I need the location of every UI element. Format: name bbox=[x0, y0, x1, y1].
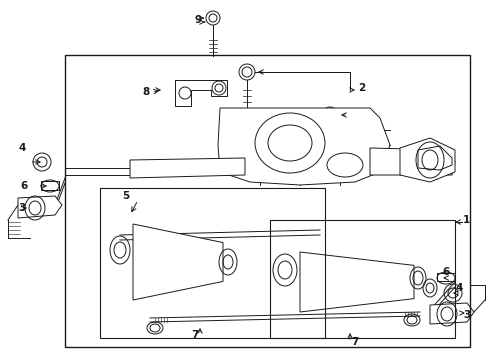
Text: 7: 7 bbox=[191, 330, 198, 340]
Text: 3: 3 bbox=[19, 203, 25, 213]
Text: 2: 2 bbox=[357, 83, 365, 93]
Bar bbox=[436, 273, 454, 281]
Polygon shape bbox=[399, 138, 454, 182]
Text: 1: 1 bbox=[462, 215, 469, 225]
Text: 6: 6 bbox=[441, 267, 448, 277]
Polygon shape bbox=[429, 303, 473, 324]
Text: 9: 9 bbox=[195, 15, 202, 25]
Text: 4: 4 bbox=[454, 283, 462, 293]
Bar bbox=[65, 55, 469, 347]
Polygon shape bbox=[18, 196, 62, 218]
Polygon shape bbox=[369, 148, 454, 175]
Bar bbox=[65, 55, 469, 347]
Text: 8: 8 bbox=[142, 87, 150, 97]
Text: 5: 5 bbox=[122, 191, 129, 201]
Text: 4: 4 bbox=[18, 143, 26, 153]
Bar bbox=[100, 188, 325, 338]
Text: 7: 7 bbox=[350, 337, 358, 347]
Polygon shape bbox=[417, 146, 451, 170]
Bar bbox=[41, 181, 59, 190]
Bar bbox=[269, 220, 454, 338]
Text: 3: 3 bbox=[462, 310, 469, 320]
Polygon shape bbox=[218, 108, 389, 185]
Polygon shape bbox=[175, 80, 226, 106]
Polygon shape bbox=[299, 252, 413, 312]
Polygon shape bbox=[133, 224, 223, 300]
Polygon shape bbox=[130, 158, 244, 178]
Text: 6: 6 bbox=[20, 181, 28, 191]
